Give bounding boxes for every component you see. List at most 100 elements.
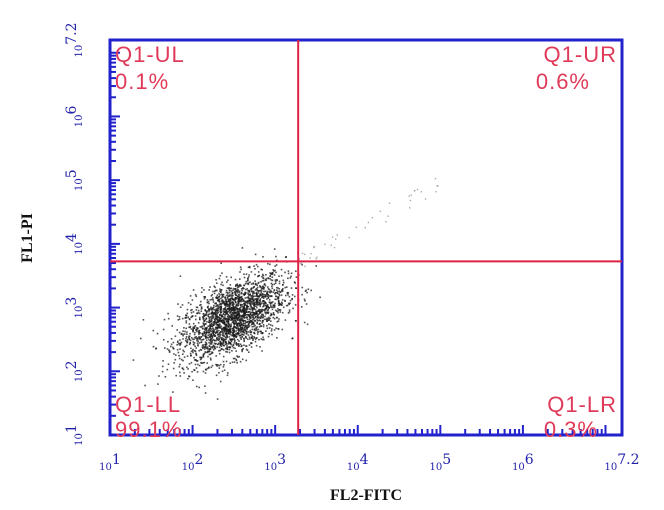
event-dot <box>215 302 217 305</box>
event-dot <box>232 301 234 303</box>
event-dot <box>268 319 270 321</box>
event-dot <box>252 304 255 307</box>
event-dot <box>227 372 229 374</box>
event-dot <box>245 330 247 332</box>
event-dot <box>190 350 193 353</box>
event-dot <box>222 366 225 368</box>
event-dot <box>289 299 292 302</box>
event-dot <box>234 319 236 321</box>
event-dot <box>248 325 251 327</box>
event-dot <box>267 316 270 319</box>
event-dot <box>288 302 290 305</box>
event-dot <box>222 293 225 296</box>
event-dot <box>223 327 226 330</box>
event-dot <box>234 339 236 341</box>
event-dot <box>234 300 237 303</box>
event-dot <box>258 281 260 284</box>
quadrant-ur-name: Q1-UR <box>544 42 617 67</box>
event-dot <box>189 339 192 342</box>
event-dot <box>251 308 254 310</box>
event-dot <box>277 300 280 302</box>
event-dot <box>276 286 278 289</box>
event-dot <box>228 318 230 321</box>
event-dot <box>241 349 243 351</box>
event-dot <box>228 341 231 344</box>
event-dot <box>270 291 272 293</box>
event-dot <box>181 317 184 320</box>
event-dot <box>269 295 271 297</box>
event-dot <box>195 306 198 309</box>
event-dot <box>315 265 317 267</box>
event-dot <box>240 331 242 334</box>
event-dot <box>239 266 242 268</box>
event-dot <box>230 290 233 292</box>
event-dot <box>222 329 225 332</box>
event-dot <box>284 271 286 274</box>
event-dot <box>179 306 182 308</box>
event-dot <box>269 324 272 326</box>
event-dot <box>205 330 208 332</box>
event-dot <box>278 280 281 283</box>
event-dot <box>255 292 258 295</box>
event-dot <box>278 304 280 307</box>
event-dot <box>294 295 296 298</box>
event-dot <box>221 314 223 317</box>
event-dot <box>195 329 197 331</box>
event-dot <box>206 310 208 312</box>
event-dot <box>262 273 264 276</box>
event-dot <box>254 338 257 341</box>
event-dot <box>234 291 236 293</box>
event-dot <box>262 286 265 289</box>
event-dot <box>208 316 210 318</box>
event-dot <box>219 349 221 352</box>
event-dot <box>204 372 207 374</box>
event-dot <box>263 305 265 307</box>
event-dot <box>190 303 192 306</box>
event-dot <box>219 290 221 292</box>
event-dot <box>178 318 181 320</box>
event-dot <box>214 310 217 312</box>
event-dot <box>210 325 213 327</box>
event-dot <box>167 340 169 343</box>
event-dot <box>201 287 203 289</box>
event-dot <box>188 335 190 338</box>
event-dot <box>279 303 281 305</box>
event-dot <box>244 302 247 304</box>
event-dot <box>234 299 236 302</box>
event-dot <box>234 298 237 300</box>
event-dot <box>268 299 271 301</box>
event-dot <box>256 318 258 321</box>
event-dot <box>216 327 219 330</box>
event-dot <box>214 302 216 305</box>
event-dot <box>208 349 211 351</box>
event-dot <box>228 333 230 335</box>
event-dot <box>279 304 281 306</box>
event-dot <box>233 357 236 360</box>
event-dot <box>245 337 248 339</box>
event-dot <box>243 304 246 306</box>
event-dot <box>257 271 260 273</box>
event-dot <box>229 311 232 313</box>
event-dot <box>250 297 253 299</box>
event-dot <box>192 341 195 343</box>
event-dot <box>226 335 228 337</box>
event-dot <box>259 299 261 301</box>
event-dot <box>183 333 186 335</box>
event-dot <box>179 371 181 374</box>
event-dot <box>239 319 242 321</box>
event-dot <box>264 296 267 298</box>
event-dot <box>195 347 197 349</box>
event-dot <box>265 304 267 307</box>
event-dot <box>196 342 199 344</box>
event-dot <box>213 292 216 295</box>
event-dot <box>214 311 217 314</box>
event-dot <box>230 311 232 313</box>
event-dot <box>171 325 173 327</box>
event-dot <box>218 352 221 355</box>
event-dot <box>255 310 257 313</box>
event-dot <box>244 301 246 303</box>
event-dot <box>185 327 187 330</box>
event-dot <box>259 346 261 348</box>
event-dot <box>212 344 215 347</box>
event-dot <box>271 324 274 327</box>
